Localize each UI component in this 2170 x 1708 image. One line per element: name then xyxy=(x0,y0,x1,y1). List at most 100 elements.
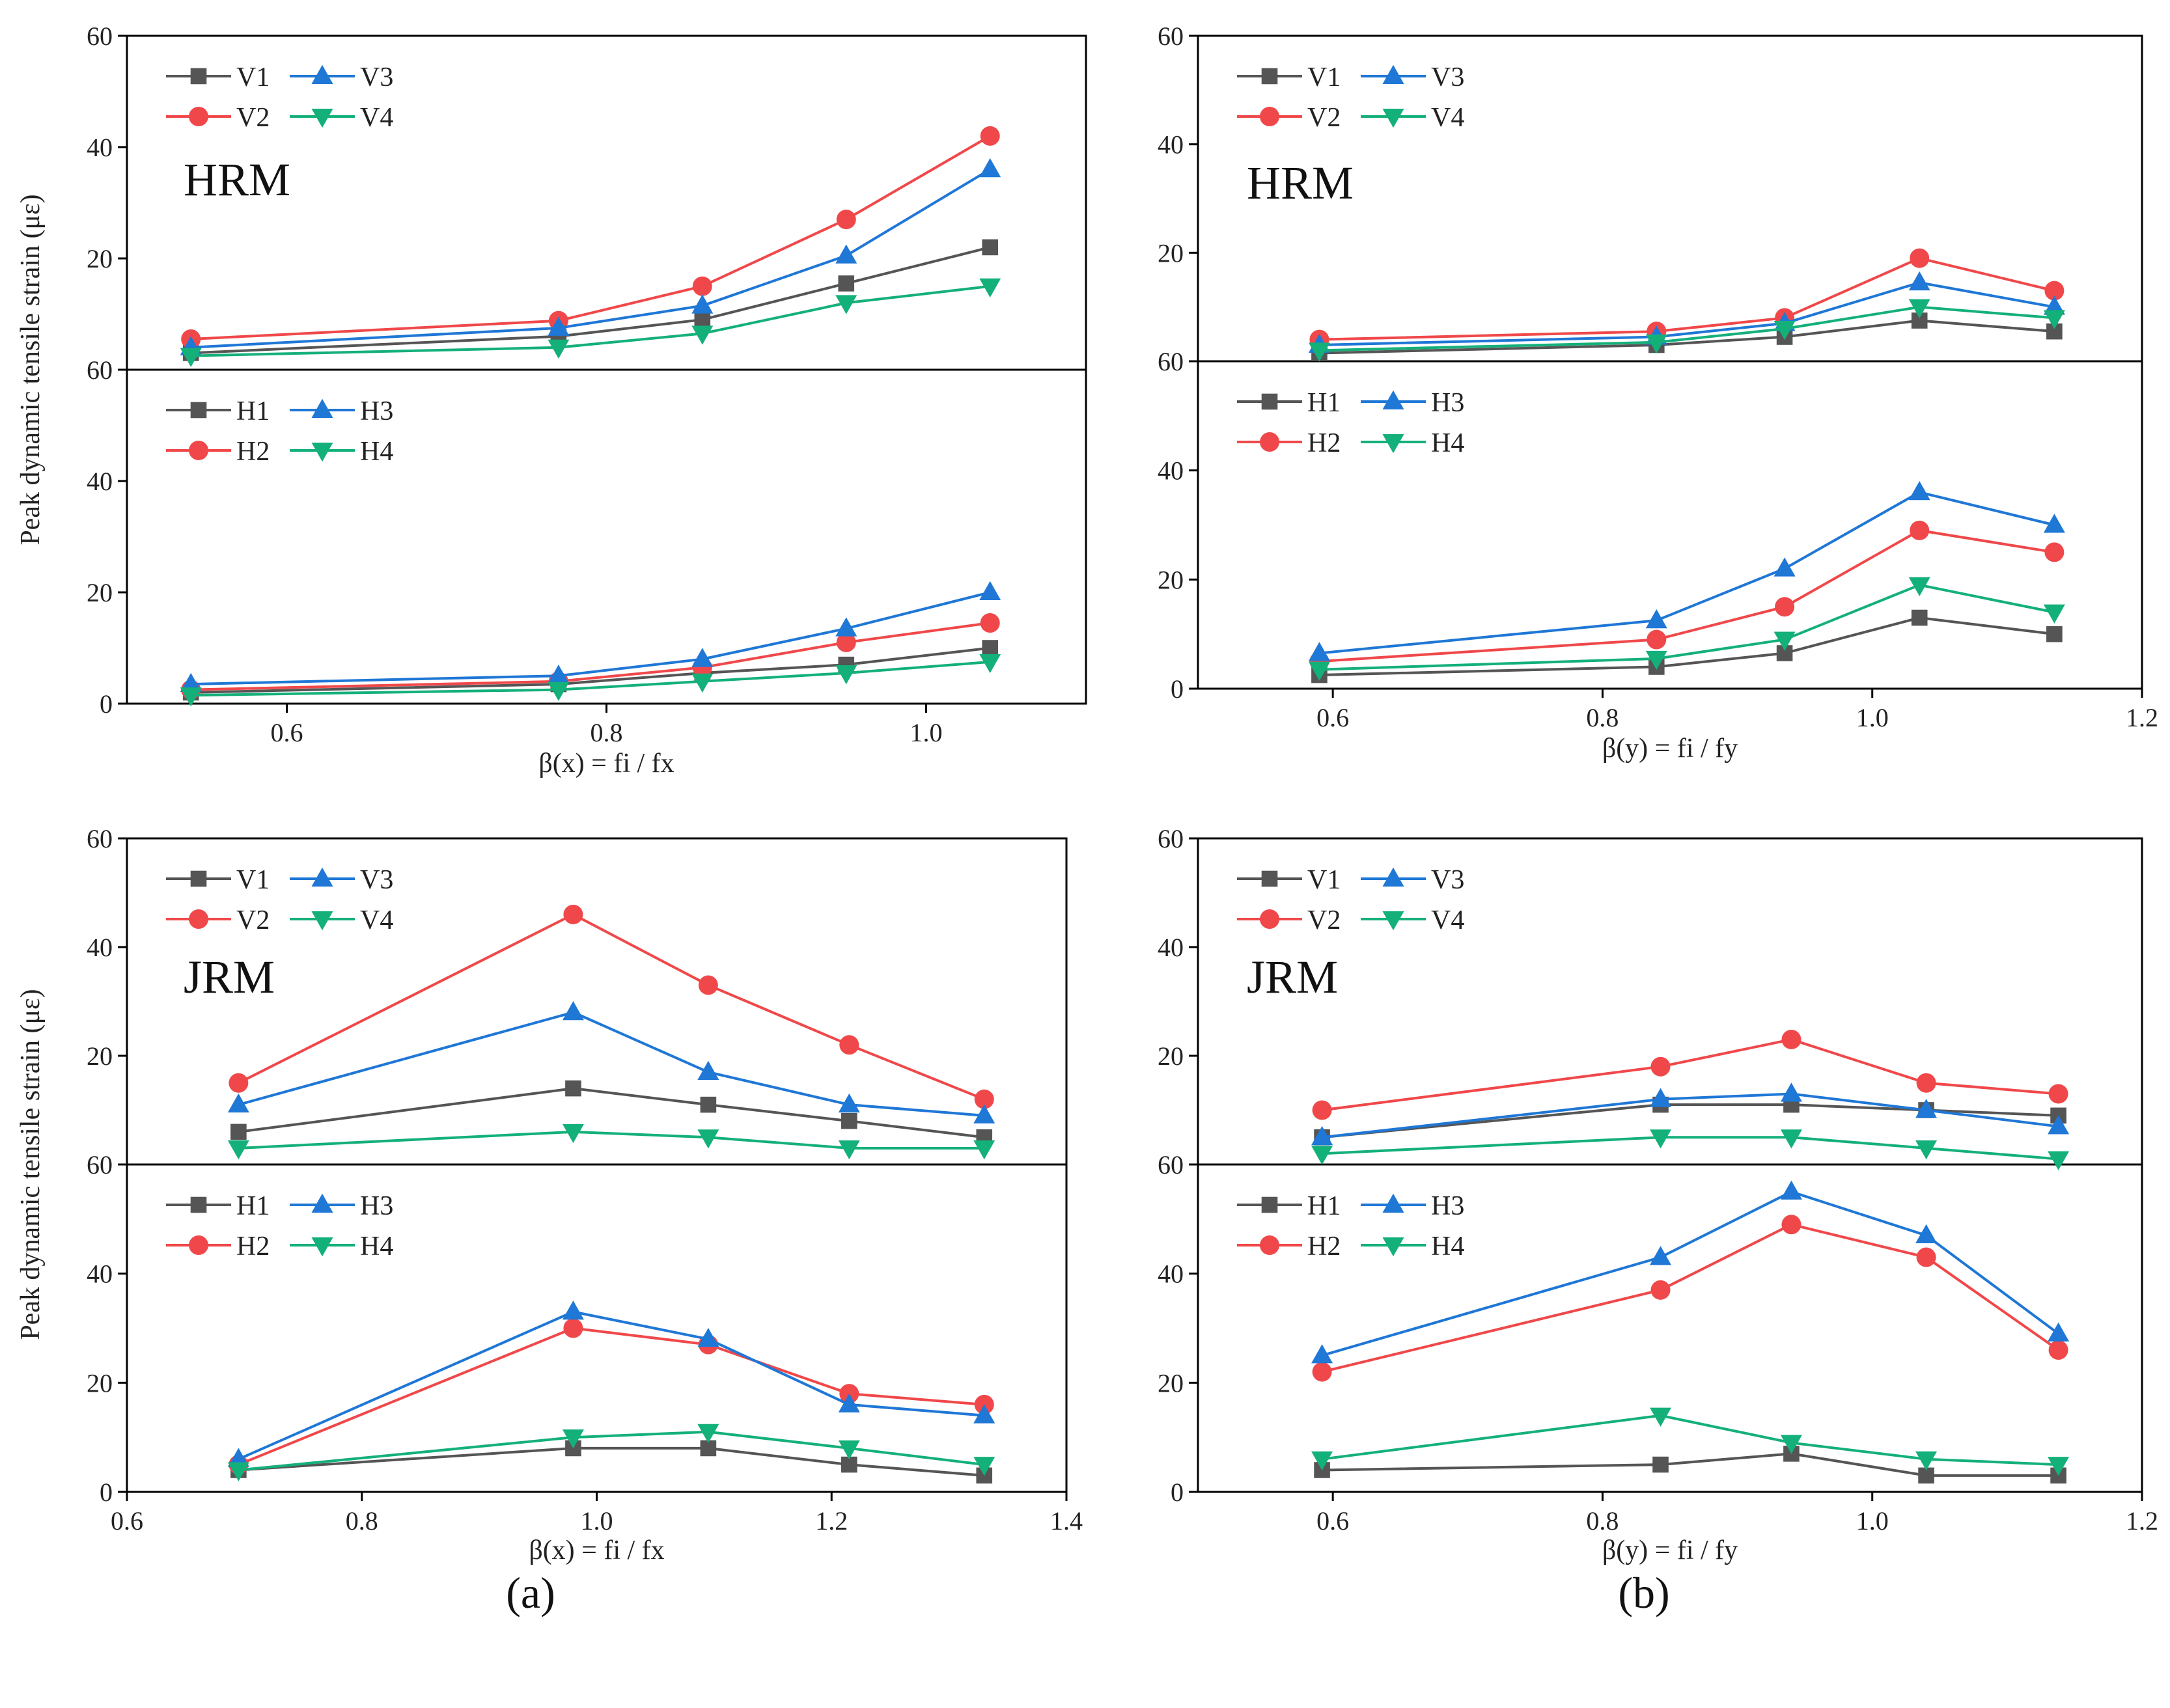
data-point-v4 xyxy=(227,1140,249,1160)
legend-label: H4 xyxy=(1431,1232,1464,1261)
series-line-h4 xyxy=(1319,583,2055,671)
legend-label: V2 xyxy=(236,905,270,935)
data-point-v4 xyxy=(180,348,202,367)
data-point-h4 xyxy=(562,1429,584,1449)
y-tick-label: 40 xyxy=(87,133,113,162)
data-point-h3 xyxy=(1311,1344,1333,1364)
y-tick-label: 40 xyxy=(87,467,113,496)
legend-entry-h3: H3 xyxy=(1361,388,1464,418)
x-tick-label: 0.6 xyxy=(1316,703,1349,732)
horizontal-strain-panel: H1 H3 H2 H4 xyxy=(166,396,1001,707)
data-point-v1 xyxy=(230,1123,247,1140)
series-line-v1 xyxy=(238,1087,984,1139)
data-point-h4 xyxy=(1774,631,1796,651)
legend-entry-v3: V3 xyxy=(1361,865,1464,895)
x-tick-label: 0.6 xyxy=(1316,1506,1349,1536)
series-line-v4 xyxy=(1322,1136,2059,1161)
chart-hrm-x: 0.6 0.8 1.0 β(x) = fi / fx 20 40 60 0 20 40 60 Peak… xyxy=(16,21,1087,778)
legend-marker xyxy=(1260,909,1279,929)
series-line-v2 xyxy=(238,913,985,1101)
chart-jrm-x: 0.6 0.8 1.0 1.2 1.4 β(x) = fi / fx 20 40 60 0 20 40… xyxy=(16,824,1083,1565)
x-tick-label: 0.6 xyxy=(271,718,303,747)
legend-marker xyxy=(1260,107,1279,126)
legend-entry-h1: H1 xyxy=(1237,1191,1341,1221)
data-point-v3 xyxy=(973,1104,995,1123)
caption-b: (b) xyxy=(1618,1568,1669,1618)
legend-marker xyxy=(190,402,207,419)
data-point-h4 xyxy=(1650,1407,1671,1427)
horizontal-strain-panel: H1 H3 H2 H4 xyxy=(1237,1180,2070,1484)
legend-label: V4 xyxy=(1431,905,1464,935)
legend-label: V3 xyxy=(1431,62,1464,92)
data-point-v3 xyxy=(838,1093,860,1113)
y-axis-label: Peak dynamic tensile strain (με) xyxy=(16,989,46,1340)
legend-entry-v4: V4 xyxy=(1361,905,1464,935)
data-point-v3 xyxy=(1650,1088,1671,1107)
x-tick-label: 1.2 xyxy=(815,1506,848,1536)
chart-hrm-y: 0.6 0.8 1.0 1.2 β(y) = fi / fy 20 40 60 0 20 40 60 H… xyxy=(1158,21,2158,764)
legend-entry-h2: H2 xyxy=(166,437,270,467)
legend-marker xyxy=(311,64,333,84)
data-point-v4 xyxy=(562,1123,584,1144)
data-point-h2 xyxy=(563,1318,583,1338)
y-tick-label: 40 xyxy=(87,1260,113,1289)
panel-title: JRM xyxy=(1247,951,1338,1003)
y-tick-label: 0 xyxy=(100,689,113,719)
legend-entry-v1: V1 xyxy=(1237,865,1341,895)
panel-title: HRM xyxy=(184,154,290,206)
panel-title: JRM xyxy=(184,951,275,1003)
series-line-v4 xyxy=(191,284,990,357)
legend-label: H3 xyxy=(360,1191,393,1221)
data-point-h4 xyxy=(1311,1451,1333,1470)
legend-entry-v2: V2 xyxy=(166,905,270,935)
y-tick-label: 40 xyxy=(1158,933,1184,962)
data-point-v4 xyxy=(1650,1129,1671,1149)
x-tick-label: 0.8 xyxy=(346,1506,378,1536)
legend-entry-v3: V3 xyxy=(290,62,393,92)
data-point-h3 xyxy=(562,1301,584,1320)
legend-marker xyxy=(1382,64,1404,84)
x-tick-label: 1.4 xyxy=(1050,1506,1083,1536)
legend-marker xyxy=(1382,867,1404,887)
chart-jrm-y: 0.6 0.8 1.0 1.2 β(y) = fi / fy 20 40 60 0 20 40 60 J… xyxy=(1158,824,2158,1565)
legend-label: H1 xyxy=(236,396,270,426)
legend-entry-h4: H4 xyxy=(290,1232,393,1261)
legend-label: V1 xyxy=(1307,865,1341,895)
legend-entry-v4: V4 xyxy=(290,905,393,935)
legend-entry-v4: V4 xyxy=(1361,103,1464,133)
legend-entry-h4: H4 xyxy=(1361,1232,1464,1261)
legend-label: H2 xyxy=(236,437,270,467)
data-point-v3 xyxy=(691,294,714,314)
legend-marker xyxy=(1382,911,1404,931)
data-point-v4 xyxy=(835,295,857,314)
legend-entry-v4: V4 xyxy=(290,103,393,133)
y-tick-label: 0 xyxy=(1171,1478,1184,1507)
data-point-h3 xyxy=(2043,514,2065,533)
data-point-h4 xyxy=(691,673,714,693)
x-axis-label: β(y) = fi / fy xyxy=(1602,734,1738,764)
data-point-h1 xyxy=(1652,1456,1669,1473)
data-point-v2 xyxy=(1781,1029,1801,1049)
data-point-h2 xyxy=(1775,597,1795,617)
data-point-h3 xyxy=(835,617,857,637)
x-tick-label: 1.0 xyxy=(1856,1506,1889,1536)
data-point-v4 xyxy=(973,1140,995,1160)
legend-entry-v2: V2 xyxy=(166,103,270,133)
series-line-v2 xyxy=(1322,1038,2059,1112)
legend-label: H3 xyxy=(360,396,393,426)
series-line-h4 xyxy=(238,1430,984,1472)
data-point-v3 xyxy=(697,1060,719,1081)
data-point-h2 xyxy=(1910,520,1930,540)
series-line-h3 xyxy=(1319,491,2055,655)
y-tick-label: 40 xyxy=(1158,130,1184,159)
data-point-h2 xyxy=(1312,1362,1332,1382)
legend-label: H1 xyxy=(1307,388,1341,418)
legend-marker xyxy=(189,909,208,929)
legend-entry-v2: V2 xyxy=(1237,905,1341,935)
data-point-v3 xyxy=(1908,271,1930,291)
legend-label: H4 xyxy=(1431,428,1464,458)
legend-marker xyxy=(189,1235,208,1255)
data-point-h4 xyxy=(548,682,570,701)
data-point-v4 xyxy=(1308,342,1330,362)
legend-label: V2 xyxy=(1307,103,1341,133)
